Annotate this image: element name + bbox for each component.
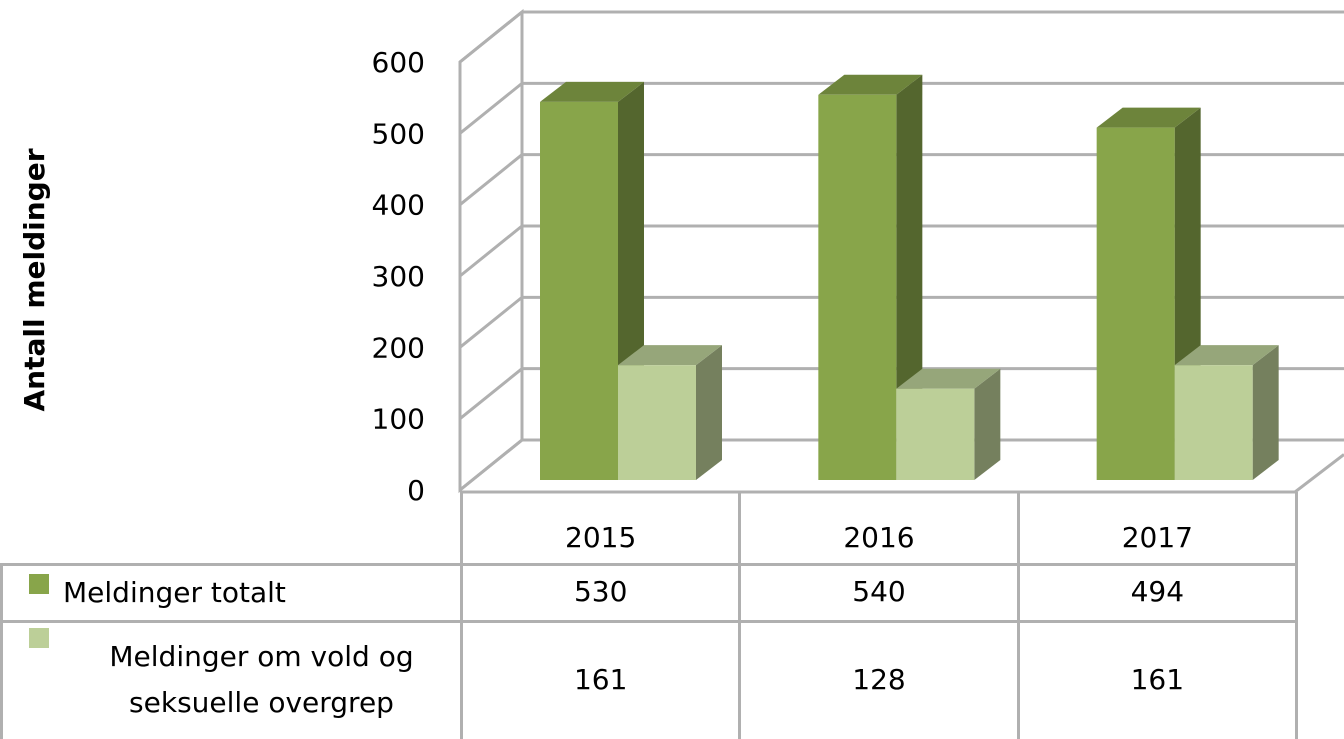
bar-front <box>1174 365 1253 480</box>
category-label: 2017 <box>1016 492 1298 566</box>
bar-front <box>618 365 696 480</box>
grid-line <box>459 367 1344 420</box>
grid-line <box>459 81 1344 135</box>
bar-top <box>818 74 923 95</box>
bar <box>896 368 1001 480</box>
table-value: 128 <box>738 620 1020 739</box>
bar-top <box>896 368 1001 389</box>
y-tick-label: 0 <box>407 474 425 507</box>
legend-entry: Meldinger om vold og seksuelle overgrep <box>0 620 463 739</box>
bar-top <box>618 345 722 366</box>
legend-swatch <box>29 574 49 594</box>
bar <box>540 81 644 480</box>
bar-front <box>896 388 975 480</box>
bar-top <box>540 81 644 102</box>
bar-side <box>696 345 722 480</box>
grid-line <box>459 295 1344 349</box>
y-tick-label: 500 <box>372 117 425 150</box>
grid-line <box>459 10 1344 64</box>
y-tick-label: 300 <box>372 260 425 293</box>
bar <box>618 345 722 480</box>
y-tick-label: 100 <box>372 403 425 436</box>
bar-top <box>1174 345 1279 366</box>
grid-line <box>459 153 1344 206</box>
y-tick-label: 600 <box>372 46 425 79</box>
bar <box>1174 345 1279 480</box>
table-value: 494 <box>1016 563 1298 623</box>
grid-line <box>459 438 1344 492</box>
bar-front <box>1096 127 1175 480</box>
y-axis-label: Antall meldinger <box>18 148 51 411</box>
legend-label: Meldinger totalt <box>63 576 286 609</box>
table-value: 530 <box>460 563 742 623</box>
bar-side <box>974 368 1001 480</box>
category-label: 2016 <box>738 492 1020 566</box>
y-tick-label: 200 <box>372 331 425 364</box>
table-value: 540 <box>738 563 1020 623</box>
category-label: 2015 <box>460 492 742 566</box>
table-value: 161 <box>1016 620 1298 739</box>
table-value: 161 <box>460 620 742 739</box>
bar-top <box>1096 107 1201 128</box>
bar-side <box>1252 345 1279 480</box>
legend-label: Meldinger om vold og seksuelle overgrep <box>109 639 414 719</box>
bar-front <box>818 94 897 481</box>
grid-line <box>459 224 1344 278</box>
y-tick-label: 400 <box>372 189 425 222</box>
legend-entry: Meldinger totalt <box>0 563 463 623</box>
legend-swatch <box>29 628 49 648</box>
bar-front <box>540 101 618 480</box>
